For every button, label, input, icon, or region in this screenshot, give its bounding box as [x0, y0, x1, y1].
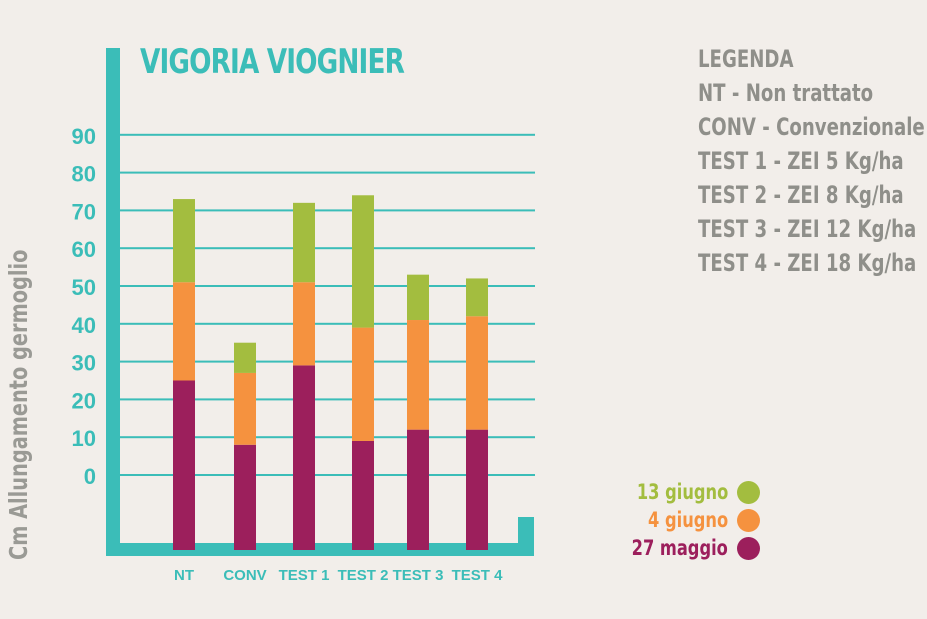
gridline [118, 398, 535, 401]
bar-segment [293, 365, 315, 550]
bar-segment [352, 327, 374, 441]
gridline [118, 209, 535, 212]
series-legend-label: 4 giugno [647, 508, 728, 532]
bar-segment [407, 274, 429, 321]
y-tick-label: 10 [72, 426, 96, 451]
gridline [118, 474, 535, 476]
bar-segment [234, 372, 256, 445]
legend-item: NT - Non trattato [698, 79, 874, 107]
gridline [118, 322, 535, 325]
gridline [118, 247, 535, 250]
y-tick-label: 40 [72, 313, 96, 338]
series-legend-swatch [737, 481, 760, 504]
bar-segment [466, 429, 488, 550]
bar-segment [466, 278, 488, 317]
series-legend-swatch [737, 509, 760, 532]
y-tick-label: 90 [72, 124, 96, 149]
gridlines [118, 133, 535, 476]
bars [173, 195, 488, 550]
y-tick-label: 50 [72, 275, 96, 300]
bar-segment [352, 195, 374, 328]
bar-segment [407, 320, 429, 430]
legend-item: TEST 4 - ZEI 18 Kg/ha [698, 249, 917, 277]
x-tick-label: TEST 3 [393, 567, 444, 584]
series-legend-label: 13 giugno [636, 480, 728, 504]
legend-item: TEST 2 - ZEI 8 Kg/ha [698, 181, 904, 209]
y-tick-label: 60 [72, 237, 96, 262]
series-legend-item: 13 giugno [600, 478, 760, 506]
bar-segment [234, 342, 256, 373]
y-tick-label: 70 [72, 199, 96, 224]
y-axis-line [106, 48, 120, 556]
gridline [118, 133, 535, 136]
bar-segment [234, 444, 256, 550]
chart-title: VIGORIA VIOGNIER [140, 42, 405, 82]
x-tick-label: CONV [223, 567, 266, 584]
series-legend-label: 27 maggio [631, 536, 728, 560]
y-tick-labels: 0 10 20 30 40 50 60 70 80 90 [72, 124, 96, 489]
bar-segment [293, 282, 315, 366]
x-tick-labels: NT CONV TEST 1 TEST 2 TEST 3 TEST 4 [174, 567, 503, 584]
category-legend: LEGENDA NT - Non trattato CONV - Convenz… [698, 42, 925, 280]
bar-segment [173, 380, 195, 550]
bar-segment [466, 316, 488, 430]
y-axis-label: Cm Allungamento germoglio [4, 249, 33, 560]
series-legend-item: 27 maggio [600, 534, 760, 562]
y-tick-label: 0 [84, 464, 96, 489]
bar-segment [173, 282, 195, 381]
gridline [118, 436, 535, 439]
gridline [118, 171, 535, 174]
series-legend-item: 4 giugno [600, 506, 760, 534]
legend-heading: LEGENDA [698, 45, 794, 73]
gridline [118, 360, 535, 363]
x-tick-label: TEST 1 [279, 567, 330, 584]
y-tick-label: 80 [72, 162, 96, 187]
axis-end-cap [518, 517, 534, 556]
bar-segment [293, 202, 315, 283]
legend-item: TEST 1 - ZEI 5 Kg/ha [698, 147, 904, 175]
x-tick-label: NT [174, 567, 194, 584]
series-legend-swatch [737, 537, 760, 560]
bar-segment [407, 429, 429, 550]
legend-item: CONV - Convenzionale [698, 113, 925, 141]
bar-segment [173, 199, 195, 283]
series-legend: 13 giugno 4 giugno 27 maggio [600, 478, 760, 562]
gridline [118, 285, 535, 287]
x-tick-label: TEST 2 [338, 567, 389, 584]
y-tick-label: 30 [72, 351, 96, 376]
x-tick-label: TEST 4 [452, 567, 504, 584]
y-tick-label: 20 [72, 388, 96, 413]
bar-segment [352, 440, 374, 550]
legend-item: TEST 3 - ZEI 12 Kg/ha [698, 215, 917, 243]
